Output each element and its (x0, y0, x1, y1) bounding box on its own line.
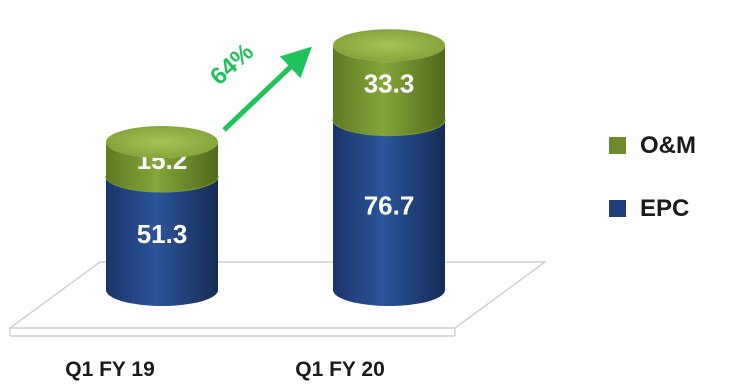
legend-label-om: O&M (640, 132, 696, 159)
legend-label-epc: EPC (640, 195, 689, 222)
category-label-q1-fy19: Q1 FY 19 (65, 358, 155, 381)
chart-floor (8, 261, 547, 329)
data-label-epc-q1-fy-20: 76.7 (364, 191, 415, 221)
growth-label: 64% (205, 38, 259, 90)
legend: O&M EPC (609, 132, 696, 222)
growth-arrow (222, 46, 312, 132)
legend-swatch-om (609, 137, 626, 154)
data-label-epc-q1-fy-19: 51.3 (137, 219, 188, 249)
bar-om-q1-fy-20 (333, 45, 445, 136)
legend-swatch-epc (609, 200, 626, 217)
bar-top-cap-q1-fy-20 (333, 29, 445, 62)
bar-epc-q1-fy-20 (333, 119, 445, 306)
bar-epc-q1-fy-19 (106, 175, 218, 306)
bars-group: 51.315.276.733.3 (105, 29, 446, 306)
category-label-q1-fy20: Q1 FY 20 (295, 358, 385, 381)
bar-top-cap-q1-fy-19 (106, 126, 218, 159)
bar-om-q1-fy-19 (106, 142, 218, 192)
data-label-om-q1-fy-20: 33.3 (364, 68, 415, 98)
